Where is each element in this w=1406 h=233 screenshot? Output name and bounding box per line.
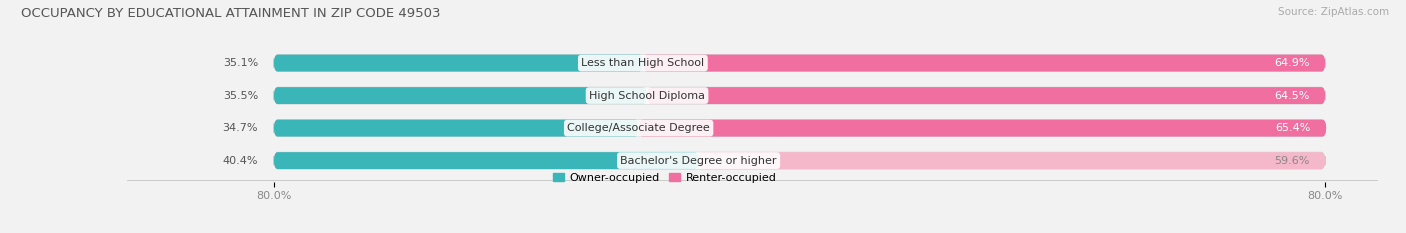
Text: Less than High School: Less than High School [581,58,704,68]
FancyBboxPatch shape [274,55,643,72]
Text: 59.6%: 59.6% [1274,156,1309,166]
Text: 34.7%: 34.7% [222,123,257,133]
Text: High School Diploma: High School Diploma [589,91,704,101]
FancyBboxPatch shape [274,87,647,104]
Text: 35.5%: 35.5% [222,91,257,101]
Text: 40.4%: 40.4% [222,156,257,166]
FancyBboxPatch shape [638,120,1326,137]
FancyBboxPatch shape [274,120,638,137]
FancyBboxPatch shape [643,55,1326,72]
Text: 65.4%: 65.4% [1275,123,1310,133]
FancyBboxPatch shape [274,87,1326,104]
FancyBboxPatch shape [274,152,699,169]
Text: Bachelor's Degree or higher: Bachelor's Degree or higher [620,156,778,166]
FancyBboxPatch shape [647,87,1326,104]
FancyBboxPatch shape [274,120,1326,137]
Text: 64.9%: 64.9% [1274,58,1309,68]
Text: OCCUPANCY BY EDUCATIONAL ATTAINMENT IN ZIP CODE 49503: OCCUPANCY BY EDUCATIONAL ATTAINMENT IN Z… [21,7,440,20]
Legend: Owner-occupied, Renter-occupied: Owner-occupied, Renter-occupied [548,168,780,187]
Text: Source: ZipAtlas.com: Source: ZipAtlas.com [1278,7,1389,17]
Text: 35.1%: 35.1% [222,58,257,68]
FancyBboxPatch shape [274,152,1326,169]
Text: College/Associate Degree: College/Associate Degree [567,123,710,133]
FancyBboxPatch shape [699,152,1326,169]
Text: 64.5%: 64.5% [1274,91,1309,101]
FancyBboxPatch shape [274,55,1326,72]
